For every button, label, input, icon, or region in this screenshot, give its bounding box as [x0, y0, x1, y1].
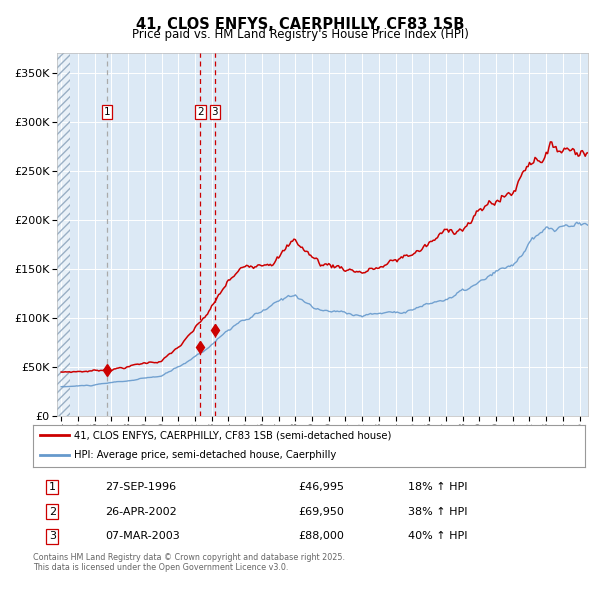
Text: Contains HM Land Registry data © Crown copyright and database right 2025.
This d: Contains HM Land Registry data © Crown c…	[33, 553, 345, 572]
Text: 3: 3	[211, 107, 218, 117]
Text: 38% ↑ HPI: 38% ↑ HPI	[409, 507, 468, 516]
Text: 41, CLOS ENFYS, CAERPHILLY, CF83 1SB: 41, CLOS ENFYS, CAERPHILLY, CF83 1SB	[136, 17, 464, 31]
Text: 1: 1	[49, 482, 56, 492]
Text: 26-APR-2002: 26-APR-2002	[105, 507, 176, 516]
Bar	[57, 53, 70, 416]
Text: £88,000: £88,000	[298, 531, 344, 541]
Text: £69,950: £69,950	[298, 507, 344, 516]
Text: Price paid vs. HM Land Registry's House Price Index (HPI): Price paid vs. HM Land Registry's House …	[131, 28, 469, 41]
Text: 07-MAR-2003: 07-MAR-2003	[105, 531, 179, 541]
Text: 41, CLOS ENFYS, CAERPHILLY, CF83 1SB (semi-detached house): 41, CLOS ENFYS, CAERPHILLY, CF83 1SB (se…	[74, 431, 392, 440]
Text: 27-SEP-1996: 27-SEP-1996	[105, 482, 176, 492]
Text: 3: 3	[49, 531, 56, 541]
Text: 1: 1	[104, 107, 110, 117]
Bar	[57, 53, 70, 416]
Text: 2: 2	[197, 107, 203, 117]
Text: HPI: Average price, semi-detached house, Caerphilly: HPI: Average price, semi-detached house,…	[74, 450, 337, 460]
Text: 40% ↑ HPI: 40% ↑ HPI	[409, 531, 468, 541]
Text: 2: 2	[49, 507, 56, 516]
Text: 18% ↑ HPI: 18% ↑ HPI	[409, 482, 468, 492]
Text: £46,995: £46,995	[298, 482, 344, 492]
